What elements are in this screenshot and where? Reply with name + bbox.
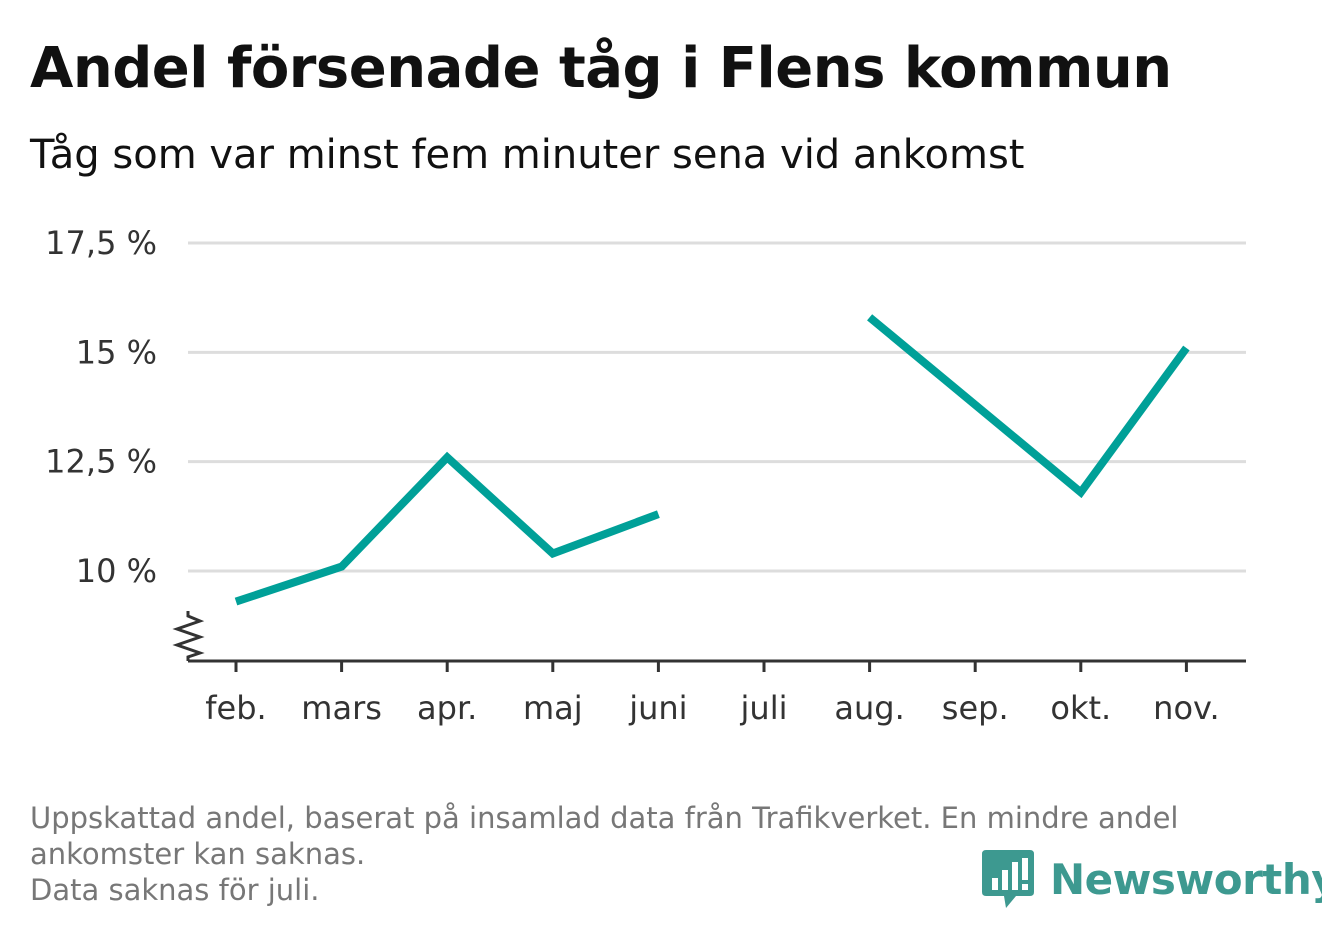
chart-subtitle: Tåg som var minst fem minuter sena vid a…	[30, 132, 1025, 178]
y-tick-label: 12,5 %	[45, 443, 157, 481]
x-tick-label: juni	[628, 689, 687, 727]
x-tick-label: maj	[523, 689, 583, 727]
y-tick-label: 10 %	[76, 552, 157, 590]
bar-chart-speech-bubble-icon	[982, 850, 1034, 908]
x-tick-label: sep.	[942, 689, 1009, 727]
x-tick-label: nov.	[1153, 689, 1219, 727]
y-tick-label: 17,5 %	[45, 224, 157, 262]
footnote-line: Uppskattad andel, baserat på insamlad da…	[30, 801, 1179, 835]
newsworthy-logo: Newsworthy	[982, 848, 1322, 910]
x-tick-label: feb.	[205, 689, 266, 727]
x-tick-label: apr.	[417, 689, 477, 727]
x-tick-label: aug.	[834, 689, 904, 727]
footnote-line: Data saknas för juli.	[30, 873, 320, 907]
x-tick-label: okt.	[1050, 689, 1111, 727]
axis-break-icon	[172, 611, 205, 661]
x-tick-label: juli	[740, 689, 788, 727]
x-tick-label: mars	[301, 689, 382, 727]
footnote: Uppskattad andel, baserat på insamlad da…	[30, 800, 1280, 908]
series-line	[234, 451, 660, 606]
chart-title: Andel försenade tåg i Flens kommun	[30, 36, 1172, 101]
series-line	[867, 314, 1190, 499]
brand-name: Newsworthy	[1050, 854, 1322, 904]
y-tick-label: 15 %	[76, 333, 157, 371]
footnote-line: ankomster kan saknas.	[30, 837, 366, 871]
